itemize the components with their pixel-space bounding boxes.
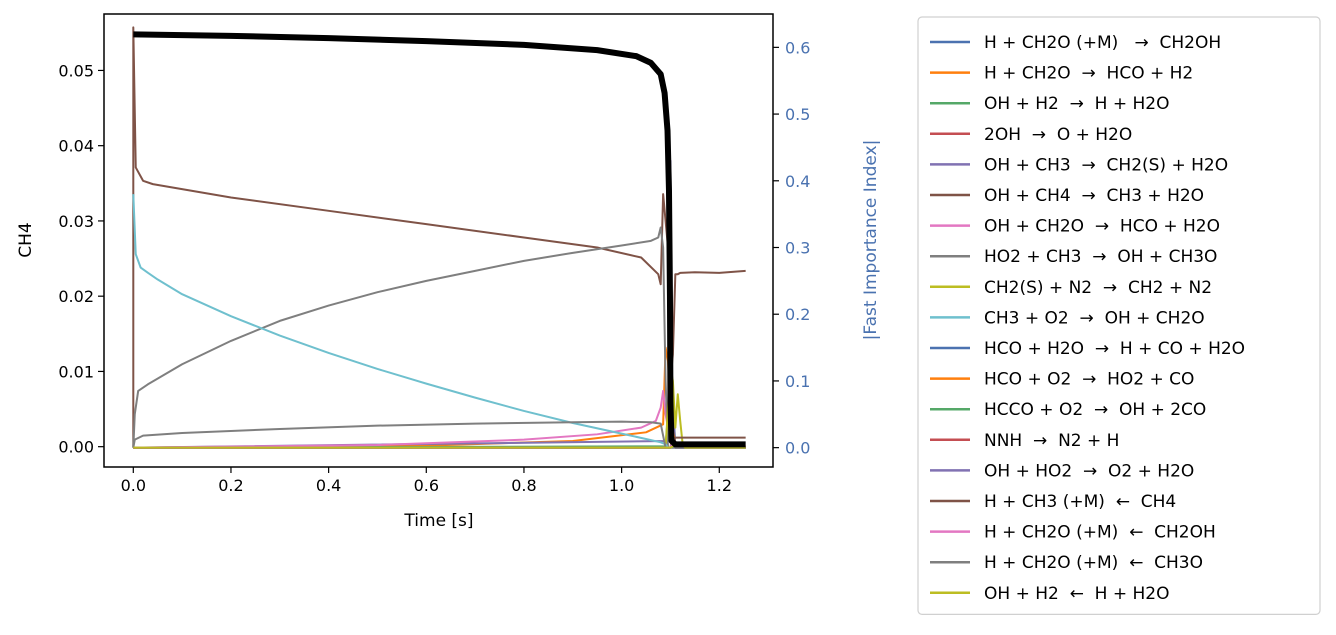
- legend-label: OH + CH3 → CH2(S) + H2O: [984, 155, 1228, 175]
- legend-label: HO2 + CH3 → OH + CH3O: [984, 247, 1217, 267]
- series-line-5: [133, 159, 746, 449]
- y2-tick-label: 0.5: [785, 105, 810, 124]
- legend-label: H + CH3 (+M) ← CH4: [984, 492, 1176, 512]
- x-tick-label: 0.6: [414, 476, 439, 495]
- legend-label: OH + CH4 → CH3 + H2O: [984, 186, 1204, 206]
- y-tick-label: 0.00: [58, 438, 94, 457]
- series-line-6: [132, 26, 746, 448]
- ch4-series-line: [133, 31, 746, 448]
- x-axis-label: Time [s]: [403, 511, 473, 531]
- legend-label: 2OH → O + H2O: [984, 125, 1132, 145]
- x-tick-label: 0.8: [511, 476, 536, 495]
- legend-label: H + CH2O (+M) → CH2OH: [984, 33, 1221, 53]
- x-tick-label: 0.4: [316, 476, 341, 495]
- right-y-axis-label: |Fast Importance Index|: [861, 140, 881, 341]
- series-line-18: [132, 420, 746, 449]
- series-line-10: [132, 194, 746, 449]
- legend: H + CH2O (+M) → CH2OH H + CH2O → HCO + H2…: [917, 16, 1321, 616]
- y2-tick-label: 0.0: [785, 439, 810, 458]
- series-layer: [132, 26, 746, 449]
- y2-tick-label: 0.1: [785, 372, 810, 391]
- legend-label: HCCO + O2 → OH + 2CO: [984, 400, 1206, 420]
- legend-label: CH2(S) + N2 → CH2 + N2: [984, 278, 1212, 298]
- series-line-3: [133, 366, 746, 449]
- x-tick-label: 0.2: [218, 476, 243, 495]
- axes-layer: 0.0 0.2 0.4 0.6 0.8 1.0 1.2 0.00 0.01 0.02 0.03 0.0…: [58, 13, 810, 495]
- y-tick-label: 0.03: [58, 212, 94, 231]
- legend-label: OH + CH2O → HCO + H2O: [984, 217, 1220, 237]
- legend-label: H + CH2O (+M) ← CH2OH: [984, 523, 1216, 543]
- legend-label: OH + H2 → H + H2O: [984, 94, 1170, 114]
- series-line-8: [132, 226, 746, 449]
- legend-label: NNH → N2 + H: [984, 431, 1119, 451]
- series-line-9: [133, 366, 746, 449]
- legend-label: H + CH2O → HCO + H2: [984, 64, 1193, 84]
- legend-label: OH + H2 ← H + H2O: [984, 584, 1170, 604]
- y-tick-label: 0.01: [58, 362, 94, 381]
- legend-label: OH + HO2 → O2 + H2O: [984, 461, 1194, 481]
- legend-label: H + CH2O (+M) ← CH3O: [984, 553, 1203, 573]
- legend-label: HCO + H2O → H + CO + H2O: [984, 339, 1245, 359]
- x-tick-label: 0.0: [121, 476, 146, 495]
- plot-frame: [103, 13, 774, 468]
- legend-box: [917, 16, 1321, 616]
- series-line-4: [133, 386, 746, 449]
- series-line-7: [133, 389, 746, 449]
- y2-tick-label: 0.2: [785, 305, 810, 324]
- legend-label: HCO + O2 → HO2 + CO: [984, 370, 1194, 390]
- y-axis-label: CH4: [16, 222, 36, 257]
- y-tick-label: 0.02: [58, 287, 94, 306]
- legend-label: CH3 + O2 → OH + CH2O: [984, 308, 1205, 328]
- x-tick-label: 1.0: [609, 476, 634, 495]
- x-tick-label: 1.2: [707, 476, 732, 495]
- y-tick-label: 0.05: [58, 61, 94, 80]
- y2-tick-label: 0.3: [785, 239, 810, 258]
- y2-tick-label: 0.6: [785, 38, 810, 57]
- y-tick-label: 0.04: [58, 137, 94, 156]
- series-line-2: [133, 346, 746, 449]
- series-line-1: [133, 373, 746, 449]
- y2-tick-label: 0.4: [785, 172, 810, 191]
